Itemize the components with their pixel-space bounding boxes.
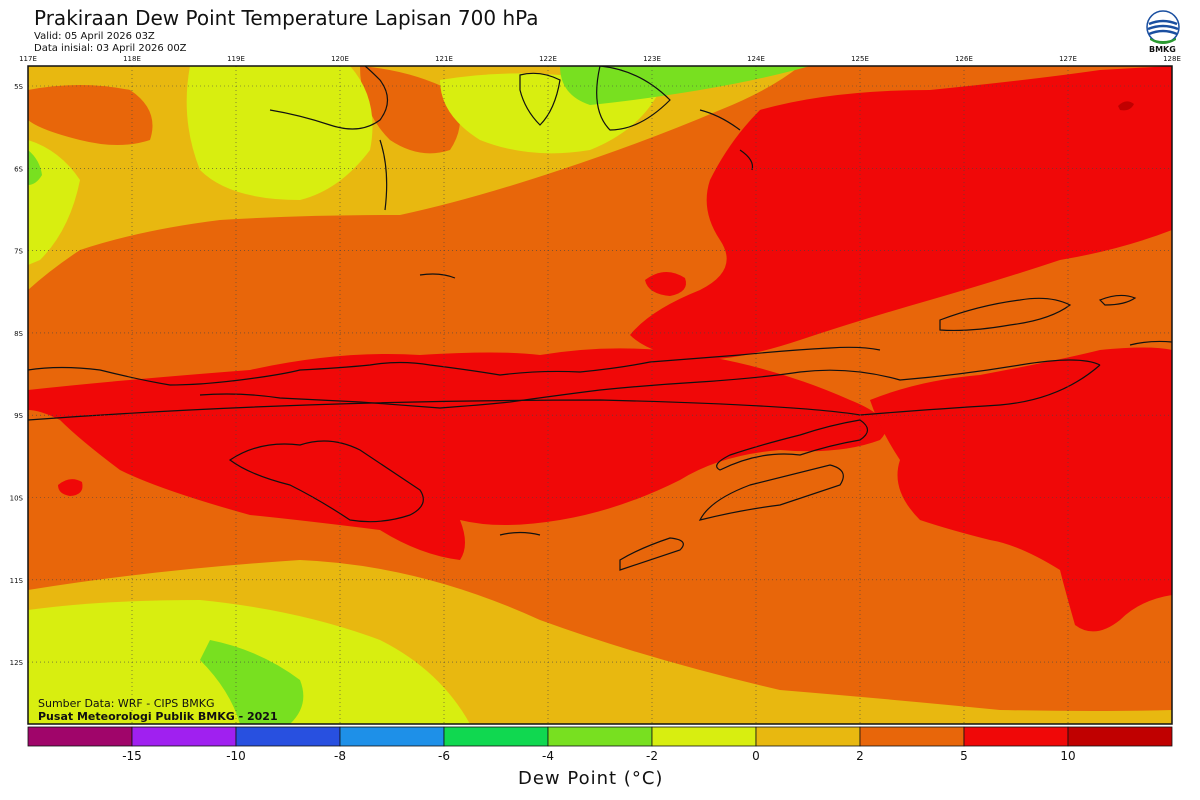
colorbar-swatch <box>651 726 757 747</box>
colorbar-swatch <box>443 726 549 747</box>
credit-source: Sumber Data: WRF - CIPS BMKG <box>38 697 215 710</box>
lat-tick-label: 7S <box>14 248 23 256</box>
lat-tick-label: 9S <box>14 412 23 420</box>
initial-data-time: Data inisial: 03 April 2026 00Z <box>34 43 187 54</box>
lat-tick-label: 10S <box>10 495 24 503</box>
colorbar-swatch <box>963 726 1069 747</box>
colorbar-swatch <box>131 726 237 747</box>
lon-tick-label: 122E <box>539 55 557 63</box>
colorbar-swatch <box>339 726 445 747</box>
colorbar-tick-label: 5 <box>960 749 968 763</box>
colorbar-tick-label: 10 <box>1060 749 1076 763</box>
colorbar-swatch <box>547 726 653 747</box>
lat-tick-label: 11S <box>10 577 24 585</box>
map-frame <box>27 65 1173 725</box>
lon-tick-label: 119E <box>227 55 245 63</box>
lon-tick-label: 125E <box>851 55 869 63</box>
map-title: Prakiraan Dew Point Temperature Lapisan … <box>34 6 539 30</box>
colorbar-tick-label: 2 <box>856 749 864 763</box>
colorbar-tick-label: -2 <box>646 749 658 763</box>
lon-tick-label: 120E <box>331 55 349 63</box>
grid <box>28 66 1172 724</box>
colorbar-tick-label: -15 <box>122 749 142 763</box>
colorbar-swatch <box>1067 726 1173 747</box>
lat-tick-label: 5S <box>14 83 23 91</box>
colorbar <box>27 726 1173 747</box>
lon-tick-label: 118E <box>123 55 141 63</box>
lat-tick-label: 8S <box>14 330 23 338</box>
colorbar-tick-label: -4 <box>542 749 554 763</box>
colorbar-title: Dew Point (°C) <box>518 768 664 789</box>
lat-tick-label: 6S <box>14 165 23 173</box>
bmkg-logo-icon <box>1146 10 1180 44</box>
lon-tick-label: 126E <box>955 55 973 63</box>
colorbar-tick-label: 0 <box>752 749 760 763</box>
coastlines <box>28 66 1172 571</box>
axis-ticks: 117E 118E 119E 120E 121E 122E 123E 124E 125E 126E… <box>10 55 1181 667</box>
colorbar-swatch <box>27 726 133 747</box>
colorbar-swatch <box>859 726 965 747</box>
valid-time: Valid: 05 April 2026 03Z <box>34 31 155 42</box>
colorbar-tick-label: -10 <box>226 749 246 763</box>
colorbar-tick-label: -6 <box>438 749 450 763</box>
lon-tick-label: 124E <box>747 55 765 63</box>
dew-point-field <box>28 66 1172 724</box>
colorbar-swatch <box>235 726 341 747</box>
lat-tick-label: 12S <box>10 659 24 667</box>
logo-text: BMKG <box>1149 45 1176 54</box>
lon-tick-label: 123E <box>643 55 661 63</box>
colorbar-tick-label: -8 <box>334 749 346 763</box>
credit-org: Pusat Meteorologi Publik BMKG - 2021 <box>38 710 278 723</box>
lon-tick-label: 121E <box>435 55 453 63</box>
lon-tick-label: 117E <box>19 55 37 63</box>
colorbar-swatch <box>755 726 861 747</box>
lon-tick-label: 128E <box>1163 55 1181 63</box>
lon-tick-label: 127E <box>1059 55 1077 63</box>
